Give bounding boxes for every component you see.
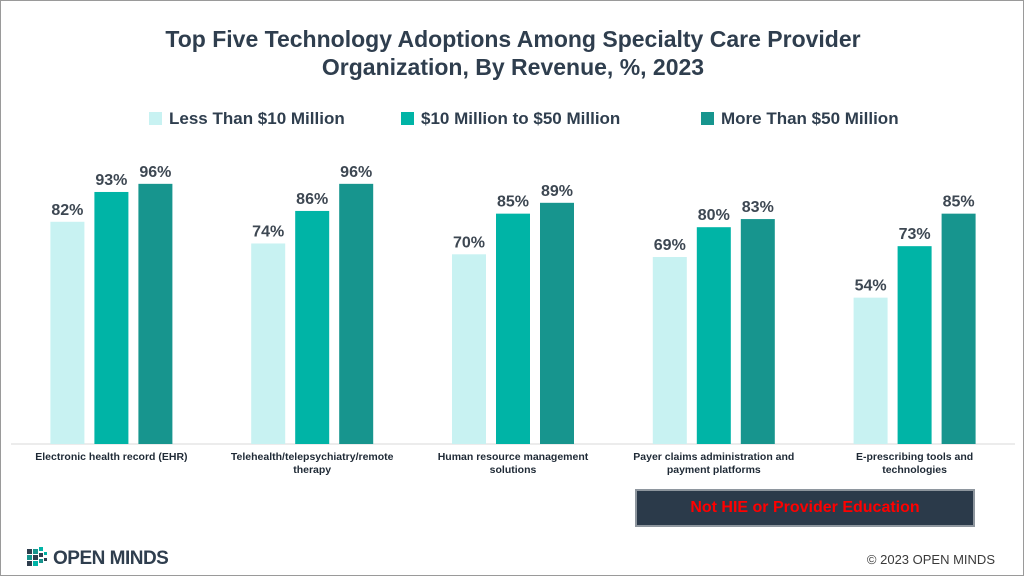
bar-1-series-2 — [94, 191, 129, 444]
note-box: Not HIE or Provider Education — [635, 489, 975, 527]
bar-1-series-3 — [138, 183, 173, 444]
bar-4-series-2 — [696, 227, 731, 444]
bar-5-series-1 — [853, 297, 888, 444]
bar-2-series-3 — [339, 183, 374, 444]
bar-chart: 82% 93% 96% Electronic health record (EHR) 7… — [11, 164, 1015, 476]
legend-swatch-more-than-50m — [701, 112, 714, 125]
data-label-2-series-2: 86% — [296, 191, 328, 208]
bar-5-series-3 — [941, 213, 976, 444]
legend-label: $10 Million to $50 Million — [421, 109, 621, 128]
data-label-4-series-1: 69% — [654, 237, 686, 254]
bar-5-series-2 — [897, 246, 932, 444]
data-label-1-series-3: 96% — [139, 164, 171, 181]
chart-title-line-1: Top Five Technology Adoptions Among Spec… — [165, 26, 861, 52]
bar-4-series-1 — [652, 257, 687, 444]
category-label-4: Payer claims administration and — [633, 451, 794, 463]
data-label-3-series-3: 89% — [541, 183, 573, 200]
bar-4-series-3 — [740, 219, 775, 444]
category-label-1: Electronic health record (EHR) — [35, 451, 187, 463]
bar-3-series-3 — [540, 202, 574, 444]
legend-label: More Than $50 Million — [721, 109, 899, 128]
category-label-3: solutions — [490, 464, 537, 476]
bar-1-series-1 — [50, 221, 85, 444]
legend-swatch-10m-to-50m — [401, 112, 414, 125]
legend-label: Less Than $10 Million — [169, 109, 345, 128]
logo-grid-icon — [27, 547, 47, 566]
data-label-1-series-2: 93% — [95, 172, 127, 189]
data-label-4-series-3: 83% — [742, 199, 774, 216]
data-label-2-series-3: 96% — [340, 164, 372, 181]
chart-title: Top Five Technology Adoptions Among Spec… — [1, 25, 1024, 81]
data-label-1-series-1: 82% — [51, 202, 83, 219]
data-label-5-series-2: 73% — [899, 226, 931, 243]
note-text: Not HIE or Provider Education — [690, 499, 920, 516]
data-label-2-series-1: 74% — [252, 223, 284, 240]
data-label-3-series-1: 70% — [453, 234, 485, 251]
chart-title-line-2: Organization, By Revenue, %, 2023 — [321, 54, 705, 80]
copyright-text: © 2023 OPEN MINDS — [866, 552, 995, 567]
data-label-5-series-3: 85% — [943, 194, 975, 211]
chart-legend: Less Than $10 Million $10 Million to $50… — [1, 109, 1024, 133]
logo-text: OPEN MINDS — [53, 548, 169, 569]
category-label-5: technologies — [882, 464, 947, 476]
category-label-3: Human resource management — [438, 451, 589, 463]
data-label-5-series-1: 54% — [855, 278, 887, 295]
bar-2-series-1 — [251, 243, 286, 444]
category-label-2: therapy — [293, 464, 331, 476]
data-label-3-series-2: 85% — [497, 194, 529, 211]
category-label-4: payment platforms — [667, 464, 761, 476]
category-label-5: E-prescribing tools and — [856, 451, 973, 463]
bar-2-series-2 — [295, 210, 330, 444]
bar-3-series-2 — [496, 213, 530, 444]
data-label-4-series-2: 80% — [698, 207, 730, 224]
bar-3-series-1 — [452, 254, 486, 444]
category-label-2: Telehealth/telepsychiatry/remote — [231, 451, 394, 463]
legend-swatch-less-than-10m — [149, 112, 162, 125]
